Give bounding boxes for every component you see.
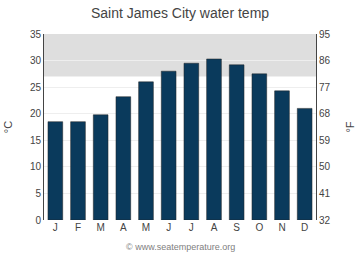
svg-text:A: A	[120, 222, 127, 233]
svg-text:59: 59	[319, 135, 331, 146]
svg-text:20: 20	[30, 108, 42, 119]
svg-text:95: 95	[319, 29, 331, 40]
svg-text:32: 32	[319, 215, 331, 226]
svg-text:F: F	[75, 222, 81, 233]
svg-text:10: 10	[30, 161, 42, 172]
svg-text:Saint James City water temp: Saint James City water temp	[91, 5, 269, 21]
svg-text:M: M	[142, 222, 150, 233]
svg-text:J: J	[166, 222, 171, 233]
svg-text:25: 25	[30, 82, 42, 93]
svg-text:86: 86	[319, 55, 331, 66]
svg-text:S: S	[233, 222, 240, 233]
svg-text:M: M	[96, 222, 104, 233]
svg-text:N: N	[278, 222, 285, 233]
svg-text:41: 41	[319, 188, 331, 199]
svg-text:A: A	[211, 222, 218, 233]
svg-text:68: 68	[319, 108, 331, 119]
svg-text:15: 15	[30, 135, 42, 146]
svg-text:77: 77	[319, 82, 331, 93]
svg-text:50: 50	[319, 161, 331, 172]
svg-text:30: 30	[30, 55, 42, 66]
svg-text:O: O	[255, 222, 263, 233]
svg-text:D: D	[301, 222, 308, 233]
svg-text:J: J	[53, 222, 58, 233]
svg-text:35: 35	[30, 29, 42, 40]
svg-text:0: 0	[35, 215, 41, 226]
svg-text:J: J	[189, 222, 194, 233]
svg-text:°F: °F	[344, 121, 356, 132]
svg-text:°C: °C	[2, 121, 14, 133]
svg-text:5: 5	[35, 188, 41, 199]
svg-text:© www.seatemperature.org: © www.seatemperature.org	[126, 242, 235, 252]
